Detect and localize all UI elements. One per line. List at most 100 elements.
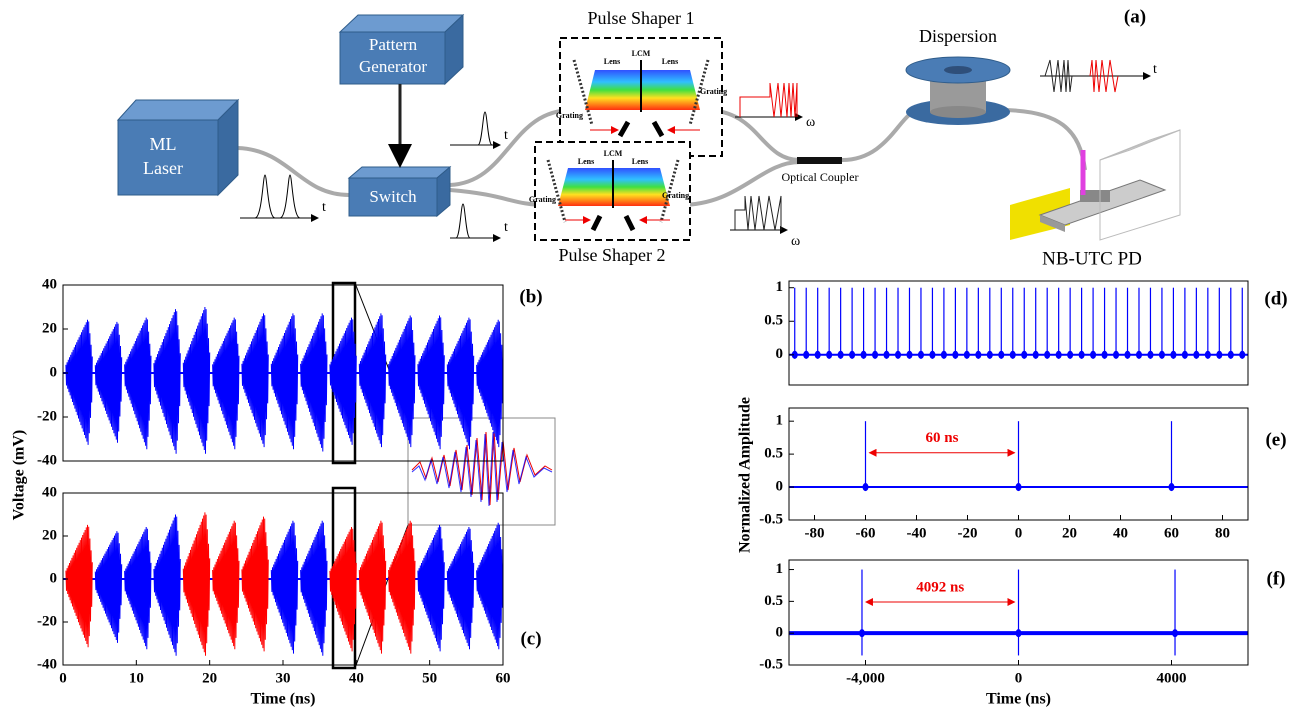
x-tick-label: 0 bbox=[59, 670, 67, 686]
impulse-base bbox=[1135, 350, 1142, 359]
x-tick-label: 60 bbox=[496, 670, 511, 686]
y-tick-label: 0.5 bbox=[764, 446, 783, 462]
x-tick-label: 50 bbox=[422, 670, 437, 686]
x-tick-label: 4000 bbox=[1157, 670, 1187, 686]
impulse-base bbox=[1216, 350, 1223, 359]
burst bbox=[241, 516, 269, 652]
y-tick-label: 20 bbox=[42, 320, 57, 336]
detector-label: NB-UTC PD bbox=[1042, 248, 1142, 269]
x-tick-label: 40 bbox=[349, 670, 364, 686]
impulse-base bbox=[929, 350, 936, 359]
shaper-title: Pulse Shaper 1 bbox=[588, 8, 695, 28]
impulse-base bbox=[1168, 483, 1175, 492]
burst bbox=[388, 520, 416, 654]
axis-label: ω bbox=[791, 234, 800, 249]
burst bbox=[417, 524, 445, 652]
burst bbox=[329, 317, 357, 445]
impulse-base bbox=[895, 350, 902, 359]
impulse-base bbox=[1239, 350, 1246, 359]
impulse-base bbox=[1055, 350, 1062, 359]
y-tick-label: 0 bbox=[776, 346, 784, 362]
impulse-base bbox=[1158, 350, 1165, 359]
x-tick-label: 80 bbox=[1215, 525, 1230, 541]
spool bbox=[905, 56, 1011, 125]
x-tick-label: 40 bbox=[1113, 525, 1128, 541]
burst bbox=[65, 319, 93, 445]
impulse-base bbox=[1227, 350, 1234, 359]
burst bbox=[153, 514, 181, 656]
impulse-base bbox=[860, 350, 867, 359]
y-tick-label: 1 bbox=[776, 413, 784, 429]
burst bbox=[476, 319, 504, 448]
impulse-base bbox=[1124, 350, 1131, 359]
x-tick-label: -80 bbox=[805, 525, 825, 541]
impulse-base bbox=[1113, 350, 1120, 359]
pulse-sketches bbox=[240, 59, 1151, 242]
y-tick-label: -0.5 bbox=[759, 656, 783, 672]
y-tick-label: 0 bbox=[50, 570, 58, 586]
burst bbox=[153, 309, 181, 454]
burst bbox=[124, 317, 152, 450]
coupler bbox=[797, 157, 842, 164]
panel-label: (c) bbox=[520, 628, 541, 649]
y-tick-label: -20 bbox=[37, 408, 57, 424]
impulse-base bbox=[1009, 350, 1016, 359]
impulse-base bbox=[849, 350, 856, 359]
burst bbox=[446, 526, 475, 650]
impulse-base bbox=[1101, 350, 1108, 359]
impulse-base bbox=[1172, 629, 1179, 638]
impulse-base bbox=[826, 350, 833, 359]
burst bbox=[212, 520, 240, 650]
burst bbox=[388, 315, 416, 448]
grating-label: Grating bbox=[700, 87, 727, 96]
axis-label: t bbox=[504, 128, 508, 143]
x-tick-label: -40 bbox=[907, 525, 927, 541]
impulse-base bbox=[883, 350, 890, 359]
impulse-base bbox=[940, 350, 947, 359]
burst bbox=[182, 306, 211, 454]
impulse-base bbox=[975, 350, 982, 359]
impulse-base bbox=[858, 629, 865, 638]
y-tick-label: 0 bbox=[776, 625, 784, 641]
x-tick-label: 0 bbox=[1015, 670, 1023, 686]
y-tick-label: -40 bbox=[37, 452, 57, 468]
impulse-base bbox=[837, 350, 844, 359]
y-tick-label: 0.5 bbox=[764, 313, 783, 329]
lens-label: Lens bbox=[662, 57, 678, 66]
x-tick-label: 20 bbox=[1062, 525, 1077, 541]
zoom-inset bbox=[331, 281, 556, 670]
impulse-base bbox=[1021, 350, 1028, 359]
panel-label: (f) bbox=[1267, 568, 1286, 589]
burst bbox=[329, 526, 357, 652]
axis-label: t bbox=[504, 220, 508, 235]
burst bbox=[94, 531, 123, 643]
impulse-base bbox=[803, 350, 810, 359]
impulse-base bbox=[906, 350, 913, 359]
y-tick-label: 40 bbox=[42, 276, 57, 292]
impulse-base bbox=[872, 350, 879, 359]
x-tick-label: 20 bbox=[202, 670, 217, 686]
x-tick-label: -4,000 bbox=[846, 670, 885, 686]
impulse-base bbox=[917, 350, 924, 359]
impulse-base bbox=[986, 350, 993, 359]
impulse-base bbox=[963, 350, 970, 359]
panel-label: (d) bbox=[1264, 288, 1287, 309]
y-axis-label: Normalized Amplitude bbox=[737, 397, 754, 553]
y-tick-label: 20 bbox=[42, 527, 57, 543]
burst bbox=[417, 315, 445, 450]
x-axis-label: Time (ns) bbox=[986, 691, 1051, 708]
lens-label: Lens bbox=[632, 157, 648, 166]
impulse-base bbox=[1067, 350, 1074, 359]
pulse-shaper-2 bbox=[534, 141, 691, 241]
impulse-base bbox=[1147, 350, 1154, 359]
impulse-base bbox=[1032, 350, 1039, 359]
impulse-base bbox=[862, 483, 869, 492]
detector-device bbox=[1010, 129, 1181, 241]
panel-label: (b) bbox=[519, 286, 542, 307]
burst bbox=[270, 520, 299, 654]
x-tick-label: -60 bbox=[856, 525, 876, 541]
dispersion-label: Dispersion bbox=[919, 26, 997, 46]
laser-label: ML bbox=[150, 134, 177, 154]
burst bbox=[212, 317, 240, 450]
y-tick-label: -0.5 bbox=[759, 511, 783, 527]
